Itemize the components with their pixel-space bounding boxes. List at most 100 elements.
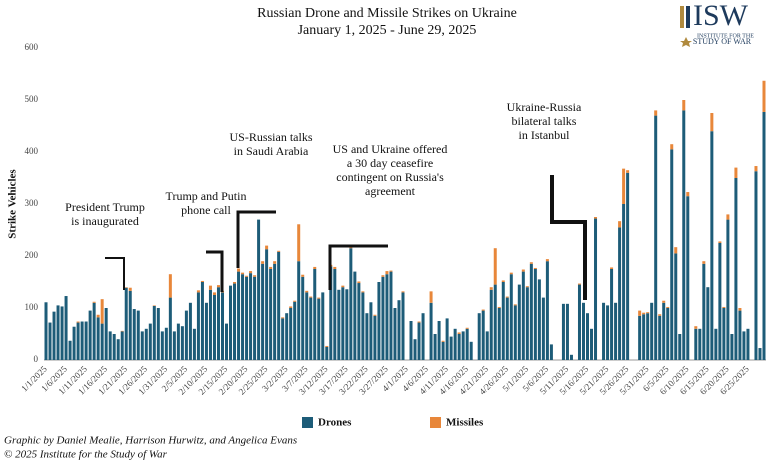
logo-bar	[686, 6, 690, 28]
chart-subtitle: January 1, 2025 - June 29, 2025	[298, 23, 477, 38]
bar-segment	[662, 302, 666, 360]
bar-segment	[610, 267, 614, 269]
bar-segment	[569, 354, 573, 360]
bar-segment	[269, 266, 273, 269]
bar-segment	[714, 328, 718, 360]
bar-segment	[208, 285, 212, 290]
bar-segment	[481, 310, 485, 360]
bar-segment	[734, 167, 738, 178]
bar-segment	[545, 261, 549, 360]
bar-segment	[489, 287, 493, 290]
bar-segment	[493, 248, 497, 285]
bar-segment	[293, 301, 297, 360]
bar-segment	[525, 286, 529, 288]
annotation: US-Russian talks	[229, 130, 312, 144]
bar-segment	[718, 241, 722, 243]
chart-title: Russian Drone and Missile Strikes on Ukr…	[257, 6, 517, 21]
bar-segment	[361, 291, 365, 293]
annotation: bilateral talks	[512, 114, 577, 128]
bar-segment	[124, 287, 128, 360]
y-tick-label: 100	[25, 302, 39, 312]
bar-segment	[726, 214, 730, 220]
bar-segment	[357, 283, 361, 360]
annotation: Ukraine-Russia	[507, 100, 582, 114]
credit: © 2025 Institute for the Study of War	[4, 449, 168, 461]
legend-swatch	[430, 417, 441, 428]
bar-segment	[441, 341, 445, 360]
bar-segment	[245, 276, 249, 360]
bar-segment	[76, 322, 80, 360]
bar-segment	[345, 289, 349, 360]
annotation-line	[206, 250, 224, 292]
bar-segment	[333, 266, 337, 269]
bar-segment	[497, 306, 501, 308]
bar-segment	[293, 300, 297, 302]
bar-segment	[742, 331, 746, 360]
bar-segment	[337, 289, 341, 360]
bar-segment	[618, 221, 622, 228]
bar-segment	[361, 292, 365, 360]
bar-segment	[204, 302, 208, 360]
bar-segment	[529, 263, 533, 360]
bar-segment	[84, 321, 88, 360]
bar-segment	[152, 305, 156, 360]
bar-segment	[281, 318, 285, 360]
bar-segment	[577, 283, 581, 285]
bar-segment	[762, 111, 766, 361]
bar-segment	[449, 336, 453, 360]
bar-segment	[525, 287, 529, 360]
bar-segment	[658, 315, 662, 360]
bar-segment	[501, 280, 505, 282]
bar-segment	[168, 297, 172, 360]
bar-segment	[441, 340, 445, 342]
bar-segment	[196, 292, 200, 360]
bar-segment	[429, 291, 433, 303]
bar-segment	[577, 284, 581, 360]
bar-segment	[212, 295, 216, 360]
logo-line: INSTITUTE FOR THE	[697, 33, 754, 39]
bar-segment	[610, 269, 614, 360]
bar-segment	[642, 312, 646, 315]
bar-segment	[694, 328, 698, 360]
bar-segment	[642, 314, 646, 360]
logo-bar	[680, 6, 684, 28]
bar-segment	[128, 290, 132, 360]
bar-segment	[513, 305, 517, 360]
bar-segment	[172, 331, 176, 360]
annotation: President Trump	[65, 200, 145, 214]
bar-segment	[233, 282, 237, 284]
bar-segment	[670, 144, 674, 150]
bar-segment	[762, 80, 766, 112]
bar-segment	[686, 196, 690, 360]
bar-segment	[718, 243, 722, 360]
bar-segment	[429, 302, 433, 360]
y-tick-label: 600	[25, 42, 39, 52]
bar-segment	[662, 300, 666, 303]
bar-segment	[513, 304, 517, 306]
credit: Graphic by Daniel Mealie, Harrison Hurwi…	[4, 435, 297, 447]
bar-segment	[754, 166, 758, 172]
bar-segment	[626, 172, 630, 360]
annotation: phone call	[181, 203, 231, 217]
bar-segment	[96, 314, 100, 318]
bar-segment	[341, 287, 345, 360]
y-axis-label: Strike Vehicles	[7, 169, 19, 239]
bar-segment	[409, 321, 413, 360]
bar-segment	[385, 271, 389, 275]
bar-segment	[369, 302, 373, 360]
bar-segment	[216, 287, 220, 360]
bar-segment	[237, 271, 241, 360]
bar-segment	[168, 274, 172, 298]
annotation: US and Ukraine offered	[333, 142, 448, 156]
bar-segment	[702, 261, 706, 264]
bar-segment	[521, 271, 525, 360]
bar-segment	[225, 323, 229, 360]
bar-segment	[136, 310, 140, 360]
annotation: Trump and Putin	[166, 189, 247, 203]
bar-segment	[734, 178, 738, 360]
y-tick-label: 200	[25, 250, 39, 260]
bar-segment	[100, 323, 104, 360]
bar-segment	[565, 303, 569, 360]
bar-segment	[229, 285, 233, 360]
bar-segment	[674, 247, 678, 254]
